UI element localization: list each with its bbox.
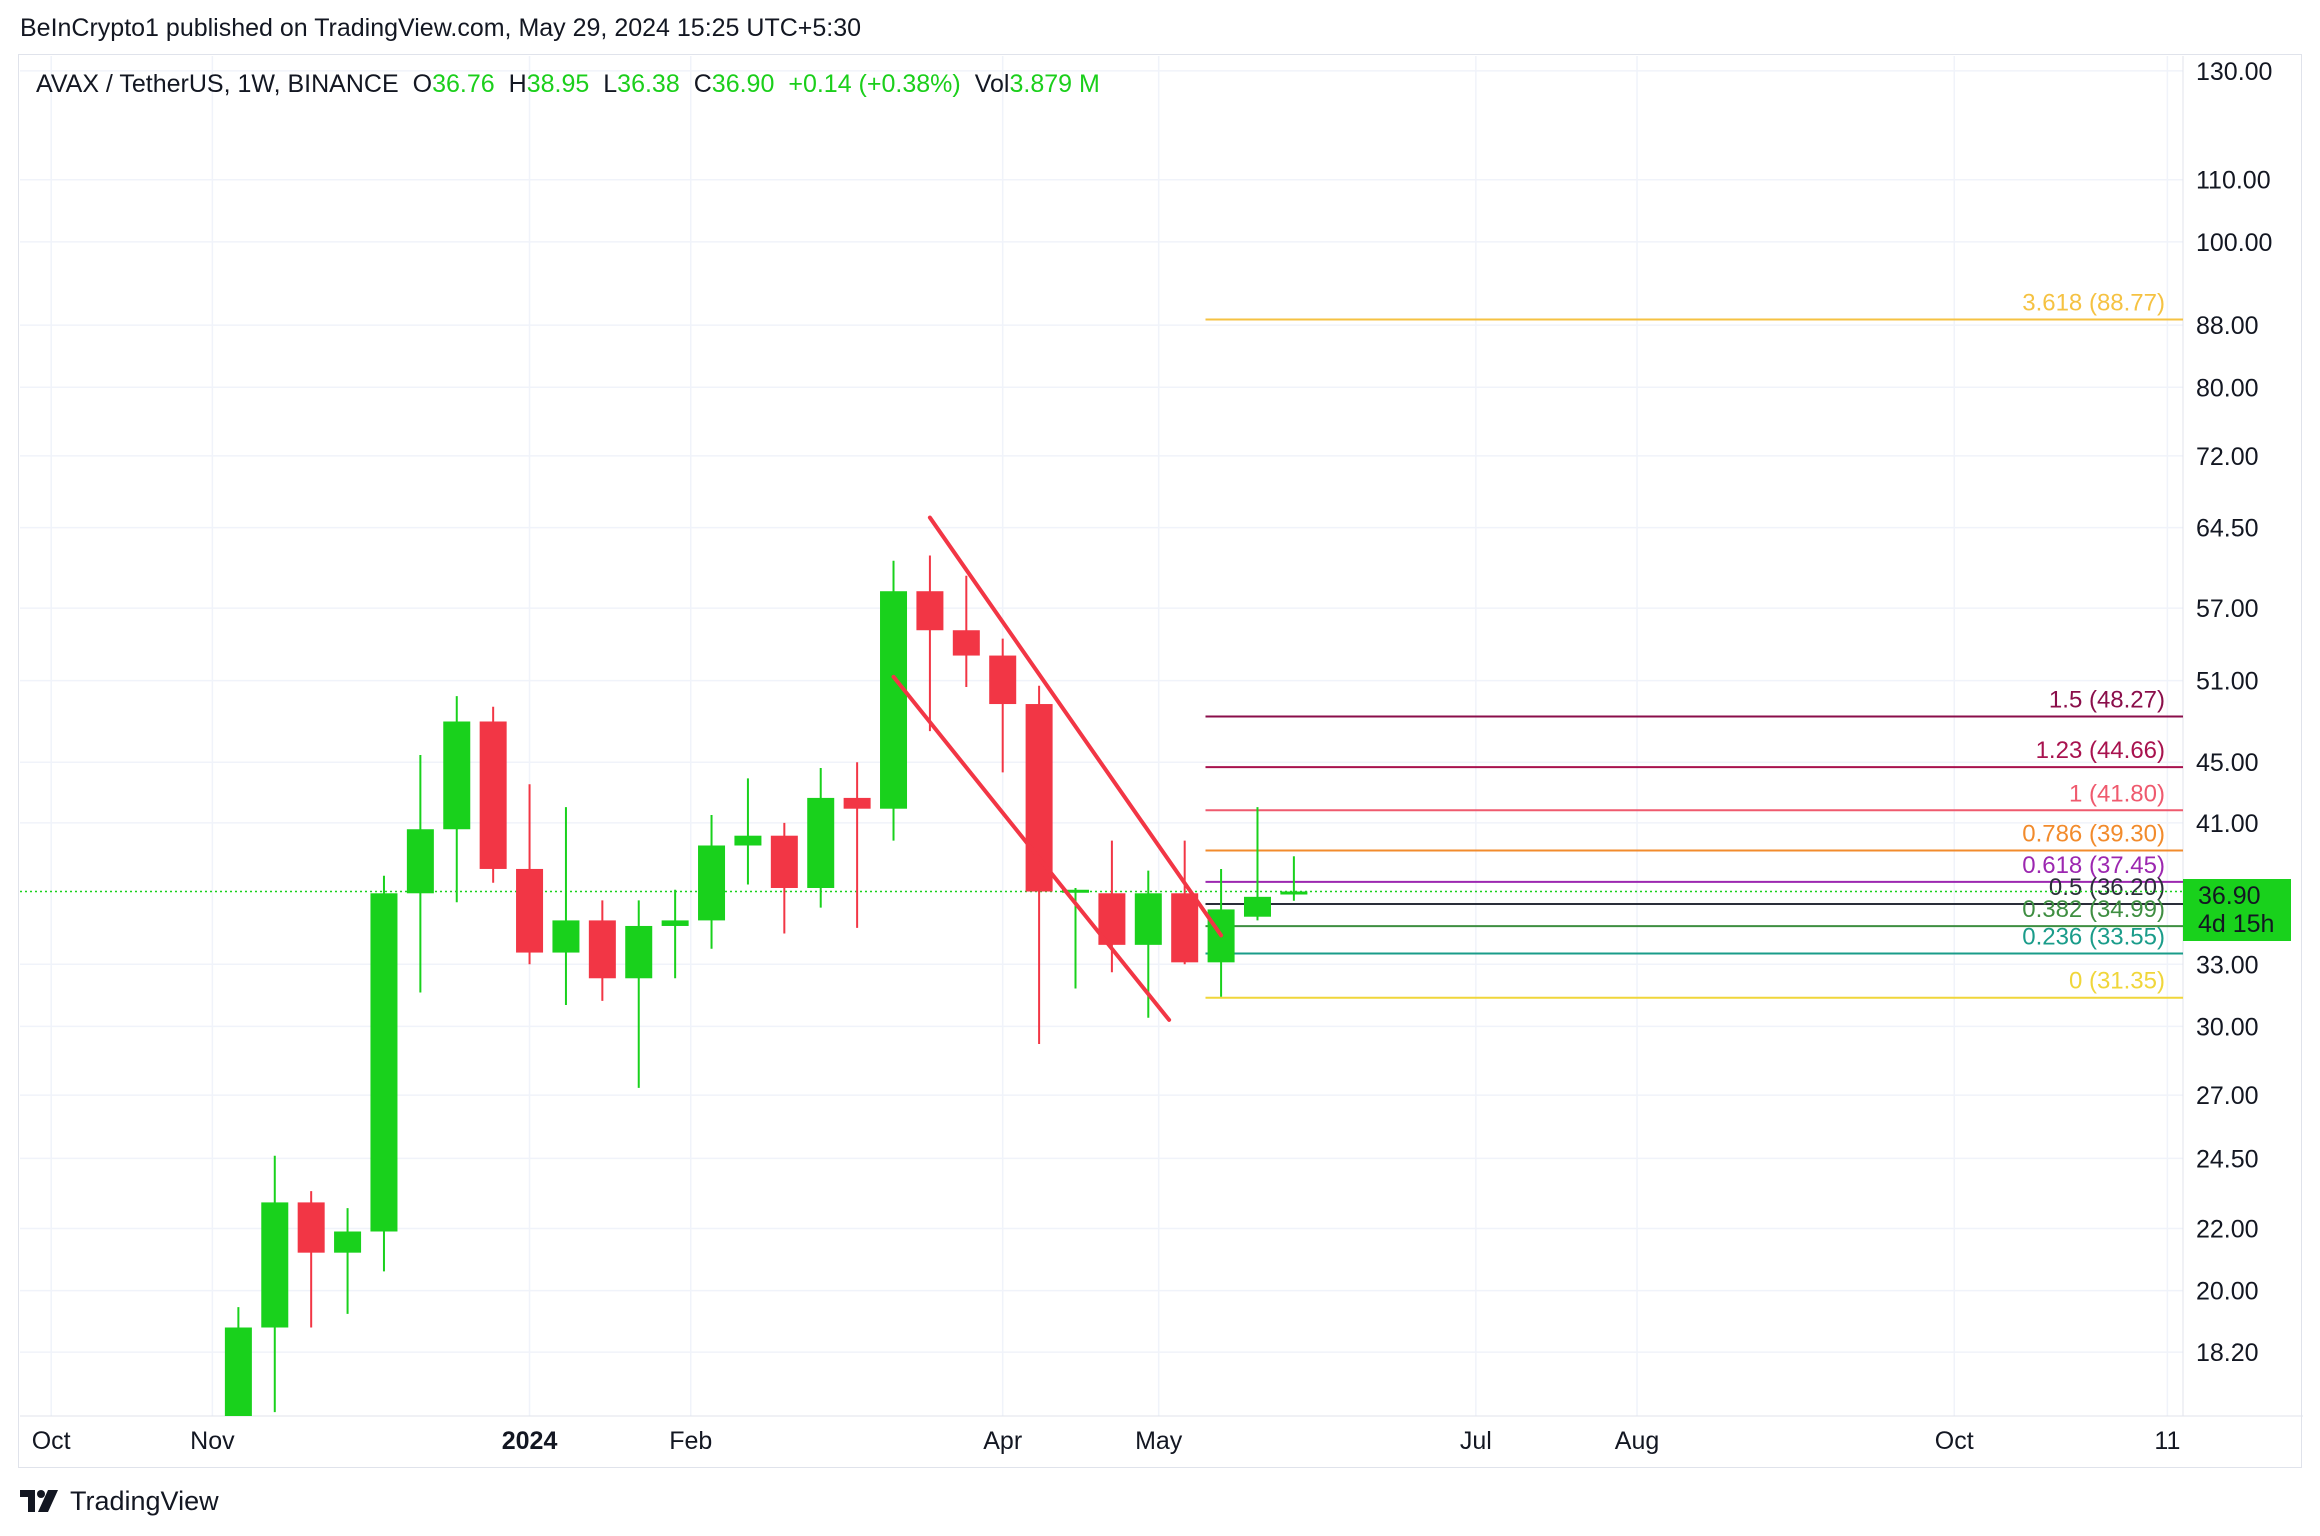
x-tick-label: 2024 (502, 1427, 558, 1455)
candle-body (880, 591, 908, 809)
legend-volume-label: Vol (974, 70, 1010, 98)
x-tick-label: Oct (1935, 1427, 1974, 1455)
x-tick-label: May (1135, 1427, 1183, 1455)
y-tick-label: 22.00 (2196, 1216, 2259, 1244)
candle-body (989, 655, 1017, 705)
y-tick-label: 88.00 (2196, 312, 2259, 340)
legend-open-label: O (412, 70, 433, 98)
candle-body (588, 920, 616, 979)
x-tick-label: Aug (1615, 1427, 1659, 1455)
fib-level-label: 0.618 (37.45) (2022, 852, 2165, 879)
y-tick-label: 27.00 (2196, 1082, 2259, 1110)
y-tick-label: 130.00 (2196, 58, 2272, 86)
candle-body (261, 1202, 289, 1328)
y-tick-label: 100.00 (2196, 229, 2272, 257)
fib-level-label: 1.5 (48.27) (2049, 686, 2165, 713)
y-tick-label: 33.00 (2196, 951, 2259, 979)
legend-symbol[interactable]: AVAX / TetherUS, 1W, BINANCE (36, 70, 399, 98)
legend-open-value: 36.76 (432, 70, 495, 98)
legend-high-value: 38.95 (526, 70, 590, 98)
candle-body (406, 829, 434, 894)
candle-body (843, 797, 871, 809)
last-price-badge: 36.90 (2183, 879, 2291, 913)
symbol-legend: AVAX / TetherUS, 1W, BINANCE O 36.76 H 3… (36, 70, 1114, 99)
y-tick-label: 57.00 (2196, 595, 2259, 623)
tradingview-logo[interactable]: TradingView (20, 1486, 219, 1517)
y-tick-label: 64.50 (2196, 515, 2259, 543)
candlestick-layer (224, 555, 1308, 1416)
y-tick-label: 24.50 (2196, 1145, 2259, 1173)
fib-level-label: 0.5 (36.20) (2049, 874, 2165, 901)
candle-body (807, 797, 835, 888)
y-tick-label: 30.00 (2196, 1013, 2259, 1041)
fib-level-label: 0.786 (39.30) (2022, 820, 2165, 847)
x-tick-label: Nov (190, 1427, 235, 1455)
tradingview-logo-text: TradingView (70, 1486, 219, 1516)
y-tick-label: 110.00 (2196, 167, 2271, 195)
x-tick-label: 11 (2154, 1427, 2180, 1455)
candle-body (1171, 893, 1199, 963)
fib-level-label: 0.236 (33.55) (2022, 924, 2165, 951)
candle-body (625, 925, 653, 979)
candle-body (370, 893, 398, 1232)
bar-countdown-badge: 4d 15h (2183, 909, 2291, 941)
candle-body (1062, 889, 1090, 893)
candle-body (734, 835, 762, 846)
axis-layer: 130.00 110.00 100.00 88.00 80.00 72.00 64.50 57… (32, 58, 2273, 1455)
legend-change: +0.14 (+0.38%) (788, 70, 961, 98)
fib-retracement-layer: 3.618 (88.77) 1.5 (48.27) 1.23 (44.66) 1 (4… (20, 289, 2183, 999)
fib-level-label: 3.618 (88.77) (2022, 289, 2165, 316)
legend-close-label: C (693, 70, 712, 98)
candle-body (770, 835, 798, 888)
descending-channel-layer (891, 515, 1224, 1022)
candle-body (224, 1327, 252, 1416)
candle-body (698, 845, 726, 921)
y-tick-label: 45.00 (2196, 749, 2259, 777)
tradingview-logo-icon (20, 1489, 58, 1512)
candle-body (334, 1231, 362, 1253)
x-tick-label: Jul (1460, 1427, 1492, 1455)
candle-body (952, 630, 980, 656)
candle-body (516, 868, 544, 953)
y-tick-label: 20.00 (2196, 1278, 2259, 1306)
candle-body (1243, 896, 1271, 917)
x-tick-label: Apr (983, 1427, 1022, 1455)
candle-body (479, 721, 507, 869)
candle-body (916, 591, 944, 631)
y-tick-label: 41.00 (2196, 810, 2259, 838)
fib-level-label: 1 (41.80) (2069, 780, 2165, 807)
legend-close-value: 36.90 (711, 70, 775, 98)
fib-level-label: 0.382 (34.99) (2022, 896, 2165, 923)
legend-high-label: H (508, 70, 527, 98)
publisher-line: BeInCrypto1 published on TradingView.com… (20, 14, 862, 42)
candle-body (443, 721, 471, 830)
candle-body (1025, 704, 1053, 892)
fib-level-label: 0 (31.35) (2069, 968, 2165, 995)
grid-layer (20, 56, 2303, 1417)
channel-lower-line (891, 674, 1172, 1022)
y-tick-label: 18.20 (2196, 1339, 2259, 1367)
candle-body (552, 920, 580, 953)
candle-body (661, 920, 689, 926)
candle-body (297, 1202, 325, 1253)
x-tick-label: Oct (32, 1427, 71, 1455)
legend-volume-value: 3.879 M (1009, 70, 1100, 98)
x-tick-label: Feb (669, 1427, 712, 1455)
y-tick-label: 51.00 (2196, 668, 2259, 696)
legend-low-label: L (603, 70, 618, 98)
channel-upper-line (927, 515, 1224, 938)
y-tick-label: 80.00 (2196, 374, 2259, 402)
legend-low-value: 36.38 (617, 70, 680, 98)
y-tick-label: 72.00 (2196, 443, 2259, 471)
candle-body (1280, 891, 1308, 895)
fib-level-label: 1.23 (44.66) (2036, 737, 2165, 764)
chart-frame (18, 54, 2302, 1468)
candle-body (1134, 893, 1162, 945)
